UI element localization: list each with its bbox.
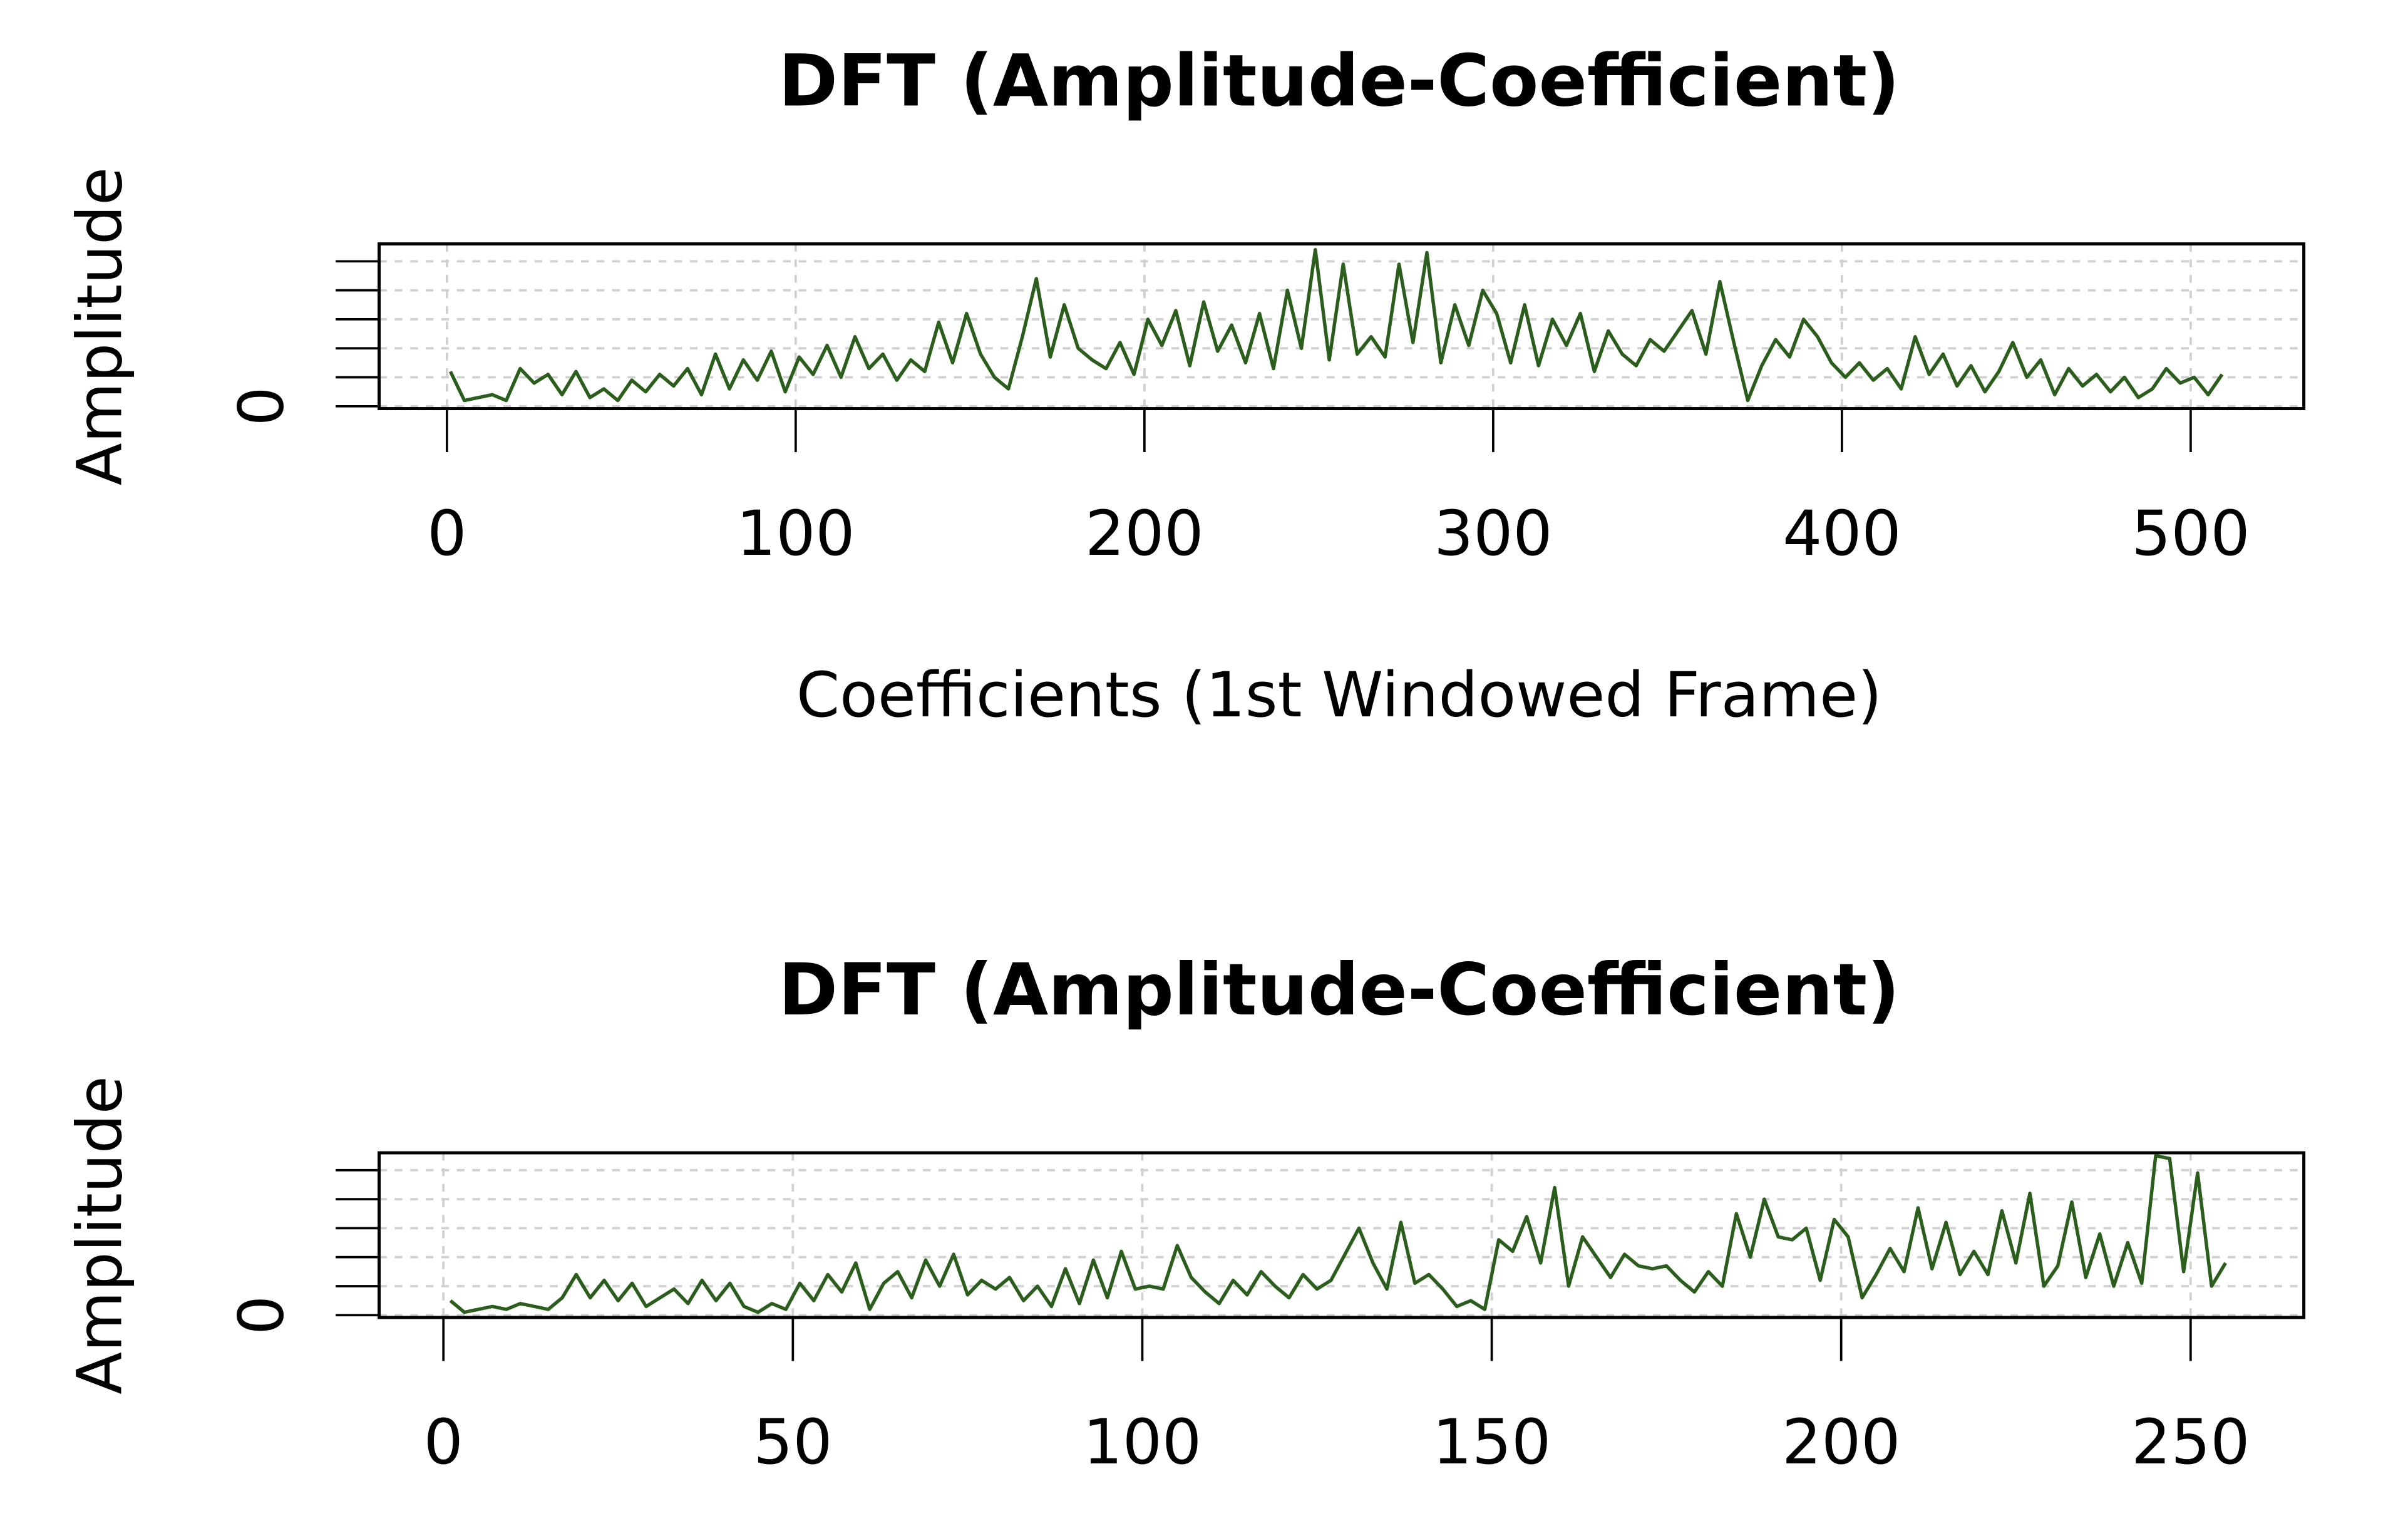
y-tick-label: 0 (226, 1296, 298, 1335)
y-axis-label: Amplitude (64, 167, 136, 486)
x-tick-label: 250 (2131, 1406, 2250, 1478)
x-tick-label: 200 (1782, 1406, 1900, 1478)
x-tick-label: 300 (1434, 498, 1552, 570)
x-tick-label: 0 (427, 498, 466, 570)
x-tick-label: 50 (753, 1406, 832, 1478)
plot-frame (378, 1151, 2306, 1319)
x-tick-label: 500 (2131, 498, 2250, 570)
plot-frame (378, 242, 2306, 411)
x-tick-label: 0 (424, 1406, 463, 1478)
y-axis-label: Amplitude (64, 1076, 136, 1395)
x-tick-label: 200 (1085, 498, 1203, 570)
x-tick-label: 100 (1083, 1406, 1201, 1478)
data-line (448, 248, 2224, 403)
chart-title: DFT (Amplitude-Coefficient) (778, 948, 1900, 1031)
x-tick-label: 100 (736, 498, 855, 570)
data-line (449, 1153, 2227, 1314)
x-tick-label: 400 (1783, 498, 1901, 570)
x-axis-label: Coefficients (1st Windowed Frame) (796, 659, 1882, 731)
chart-title: DFT (Amplitude-Coefficient) (778, 39, 1900, 123)
x-tick-label: 150 (1433, 1406, 1551, 1478)
y-tick-label: 0 (226, 386, 298, 426)
